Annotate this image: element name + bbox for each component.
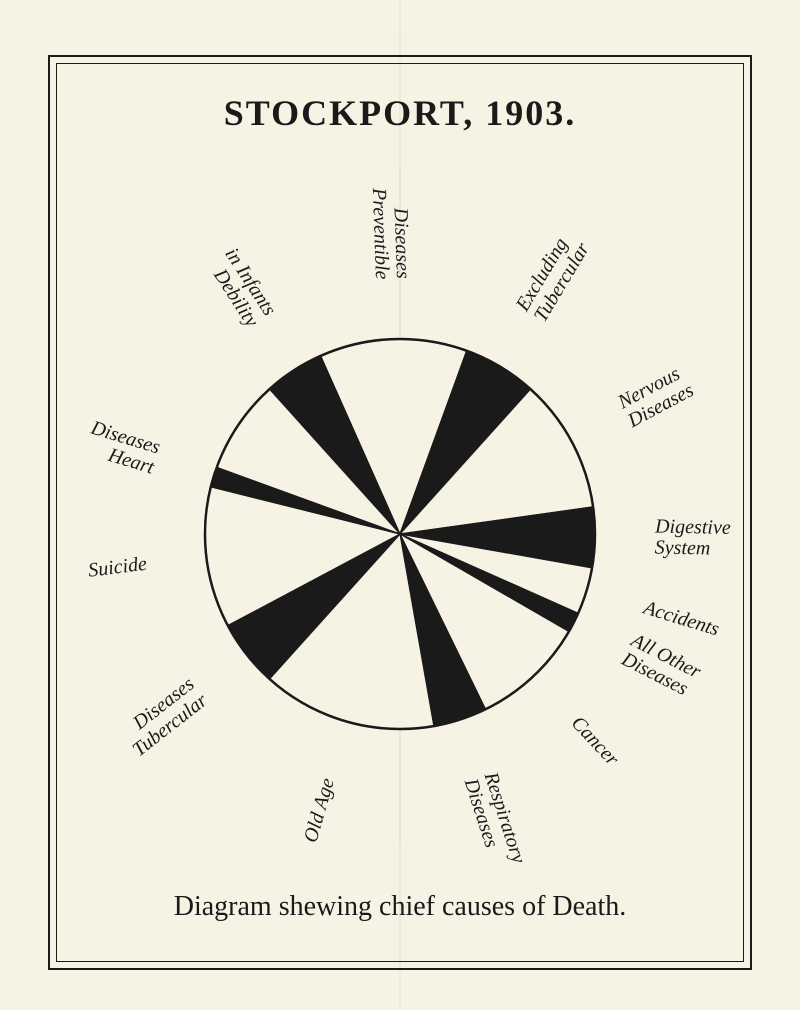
slice-label: Accidents [639, 596, 722, 640]
slice-label: Digestive [654, 516, 731, 539]
chart-title: STOCKPORT, 1903. [57, 92, 743, 134]
outer-border: STOCKPORT, 1903. Debilityin InfantsPreve… [48, 55, 752, 970]
slice-label: Preventible [368, 187, 393, 280]
chart-caption: Diagram shewing chief causes of Death. [57, 891, 743, 923]
pie-svg: Debilityin InfantsPreventibleDiseasesExc… [80, 214, 720, 854]
inner-border: STOCKPORT, 1903. Debilityin InfantsPreve… [56, 63, 744, 962]
slice-label: Suicide [87, 553, 148, 582]
slice-label: Old Age [300, 776, 339, 845]
slice-label: Cancer [567, 712, 623, 770]
pie-chart: Debilityin InfantsPreventibleDiseasesExc… [80, 214, 720, 854]
slice-label: Diseases [389, 206, 414, 279]
slice-label: System [655, 537, 711, 560]
